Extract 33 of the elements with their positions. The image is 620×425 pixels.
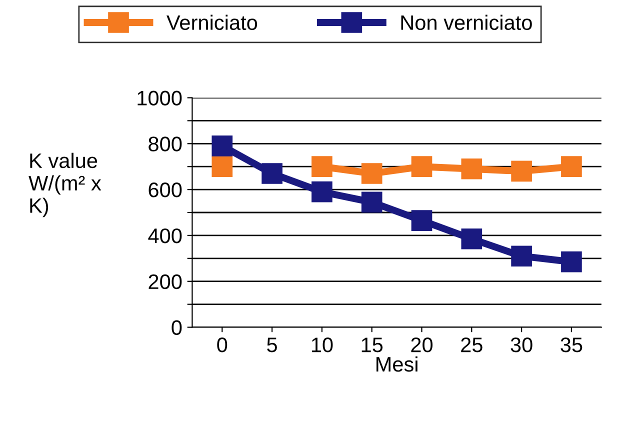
point bbox=[312, 156, 332, 178]
y-tick-label: 800 bbox=[148, 136, 182, 152]
point bbox=[212, 156, 233, 178]
x-axis-title: Mesi bbox=[376, 356, 418, 372]
point bbox=[411, 156, 432, 178]
x-tick-label: 5 bbox=[267, 338, 277, 352]
x-tick-label: 25 bbox=[461, 338, 482, 352]
y-tick-label: 0 bbox=[172, 320, 182, 336]
point bbox=[361, 163, 382, 184]
x-tick-label: 0 bbox=[217, 338, 228, 352]
point bbox=[561, 251, 582, 272]
y-tick-label: 1000 bbox=[138, 90, 182, 106]
x-tick-label: 10 bbox=[312, 338, 333, 352]
point bbox=[461, 228, 482, 250]
legend-label: Verniciato bbox=[166, 14, 258, 30]
y-tick-label: 600 bbox=[148, 182, 182, 198]
x-tick-label: 35 bbox=[560, 338, 582, 352]
point bbox=[411, 210, 432, 231]
point bbox=[262, 163, 282, 184]
point bbox=[212, 136, 233, 156]
point bbox=[561, 156, 582, 178]
x-tick-label: 30 bbox=[510, 338, 532, 352]
y-axis-title: K value W/(m² x K) bbox=[28, 152, 102, 218]
point bbox=[511, 160, 532, 182]
legend-label: Non verniciato bbox=[401, 14, 532, 30]
y-tick-label: 400 bbox=[148, 228, 182, 244]
x-tick-label: 15 bbox=[362, 338, 383, 352]
point bbox=[312, 181, 332, 202]
point bbox=[511, 246, 532, 267]
x-tick-label: 20 bbox=[411, 338, 433, 352]
point bbox=[461, 158, 482, 180]
y-tick-label: 200 bbox=[148, 274, 182, 290]
point bbox=[361, 192, 382, 213]
